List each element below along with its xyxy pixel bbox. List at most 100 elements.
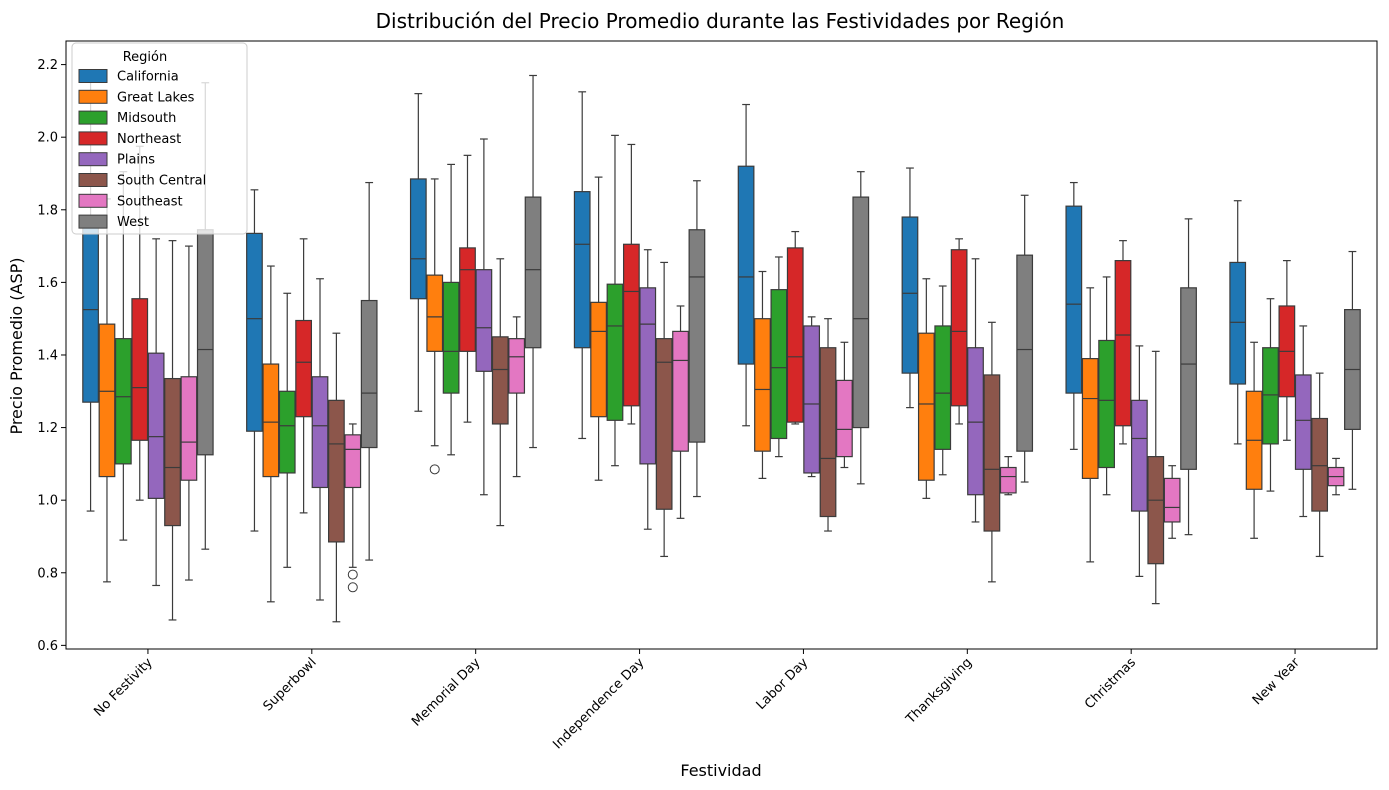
box-south-central (655, 261, 673, 558)
box-west (1016, 194, 1034, 483)
legend-swatch (78, 173, 108, 187)
iqr-box (836, 379, 853, 458)
box-great-lakes (1081, 287, 1099, 563)
box-plains (967, 258, 984, 523)
iqr-box (999, 466, 1017, 494)
outlier-point (429, 464, 440, 475)
box-south-central (491, 258, 509, 527)
x-tick-label: Christmas (1082, 655, 1139, 712)
box-northeast (786, 230, 804, 425)
box-great-lakes (262, 265, 280, 603)
box-midsouth (770, 256, 788, 458)
box-california (1229, 200, 1247, 445)
iqr-box (967, 347, 984, 496)
iqr-box (1294, 374, 1312, 470)
iqr-box (147, 352, 165, 499)
legend-label: West (117, 215, 149, 230)
box-great-lakes (917, 278, 935, 499)
legend-label: Plains (117, 153, 155, 168)
box-plains (1130, 345, 1148, 578)
box-plains (803, 316, 821, 478)
iqr-box (1081, 358, 1099, 479)
y-tick-label: 1.0 (37, 494, 58, 509)
iqr-box (98, 323, 116, 478)
box-west (852, 171, 870, 485)
iqr-box (1163, 477, 1181, 523)
box-west (1344, 250, 1361, 490)
y-tick-label: 0.8 (37, 566, 58, 581)
box-southeast (508, 316, 526, 478)
y-axis: 0.6 0.8 1.0 1.2 1.4 1.6 1.8 2.0 2.2 (37, 58, 66, 654)
box-south-central (983, 321, 1001, 583)
box-california (246, 189, 263, 532)
iqr-box (950, 249, 968, 407)
box-california (901, 167, 919, 409)
legend-item: California (78, 69, 179, 85)
legend-item: South Central (78, 173, 206, 189)
iqr-box (1311, 417, 1329, 512)
iqr-box (1016, 254, 1034, 452)
box-west (1180, 218, 1197, 536)
iqr-box (114, 338, 132, 465)
iqr-box (524, 196, 542, 349)
x-tick-label: Thanksgiving (903, 655, 975, 727)
y-tick-label: 1.4 (37, 348, 58, 363)
outlier-point (347, 569, 358, 580)
box-northeast (622, 143, 640, 425)
x-tick-label: Memorial Day (409, 655, 484, 730)
box-southeast (1327, 457, 1345, 496)
iqr-box (475, 269, 493, 372)
box-south-central (164, 240, 181, 621)
iqr-box (360, 299, 378, 449)
box-midsouth (114, 171, 132, 541)
box-west (360, 181, 378, 561)
box-great-lakes (754, 270, 771, 479)
plot-frame (65, 40, 1378, 650)
iqr-box (311, 376, 329, 489)
y-tick-label: 1.2 (37, 421, 58, 436)
iqr-box (803, 325, 821, 474)
legend-label: Midsouth (117, 111, 176, 126)
iqr-box (196, 229, 214, 456)
iqr-box (1065, 205, 1083, 394)
box-midsouth (442, 163, 460, 456)
iqr-box (606, 283, 624, 421)
iqr-box (622, 243, 640, 407)
box-plains (311, 278, 329, 601)
iqr-box (164, 377, 181, 527)
box-northeast (950, 238, 968, 425)
legend-items: California Great Lakes Midsouth Northeast Pl… (78, 69, 206, 230)
iqr-box (983, 374, 1001, 532)
box-california (1065, 181, 1083, 450)
iqr-box (819, 347, 837, 518)
box-northeast (295, 238, 313, 514)
box-west (524, 74, 542, 449)
legend-item: West (78, 214, 149, 230)
iqr-box (917, 332, 935, 481)
iqr-box (1229, 261, 1247, 385)
legend-item: Southeast (78, 193, 183, 209)
y-tick-label: 1.8 (37, 203, 58, 218)
iqr-box (672, 330, 689, 452)
box-midsouth (278, 292, 296, 568)
iqr-box (246, 232, 263, 432)
legend-label: California (117, 70, 179, 85)
iqr-box (1180, 287, 1197, 470)
iqr-box (278, 390, 296, 474)
box-midsouth (1262, 298, 1279, 492)
iqr-box (1098, 339, 1115, 469)
x-tick-label: Superbowl (261, 655, 320, 714)
box-south-central (1147, 350, 1165, 605)
plot-area (82, 69, 1361, 623)
outlier-point (347, 582, 358, 593)
iqr-box (754, 318, 771, 452)
iqr-box (491, 336, 509, 425)
iqr-box (852, 196, 870, 429)
legend: Región California Great Lakes Midsouth Nort… (71, 42, 248, 235)
box-southeast (999, 456, 1017, 496)
x-tick-label: Independence Day (550, 655, 647, 752)
box-california (737, 103, 755, 427)
box-california (409, 93, 427, 412)
y-tick-label: 2.2 (37, 58, 58, 73)
box-southeast (836, 341, 853, 469)
